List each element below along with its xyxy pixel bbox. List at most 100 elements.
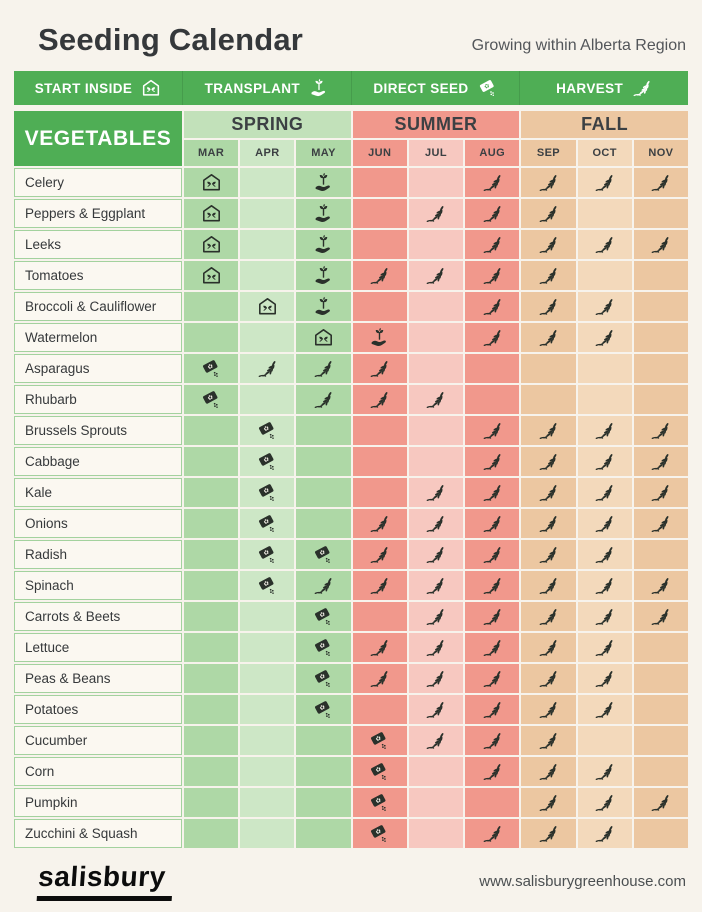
wheat-icon <box>594 668 615 689</box>
calendar-cell <box>633 788 688 817</box>
calendar-cell <box>521 633 576 662</box>
calendar-cell <box>240 230 295 259</box>
calendar-cell <box>521 695 576 724</box>
calendar-cell <box>408 509 464 538</box>
calendar-cell <box>184 540 239 569</box>
month-header-sep: SEP <box>521 140 576 166</box>
hand-seedling-icon <box>313 203 334 224</box>
calendar-cell <box>296 726 351 755</box>
calendar-cell <box>408 292 464 321</box>
wheat-icon <box>425 668 446 689</box>
calendar-cell <box>633 757 688 786</box>
wheat-icon <box>425 606 446 627</box>
wheat-icon <box>482 637 503 658</box>
calendar-cell <box>633 168 688 197</box>
calendar-cell <box>577 261 632 290</box>
calendar-cell <box>240 819 295 848</box>
calendar-cell <box>352 323 407 352</box>
seed-packet-icon <box>313 606 334 627</box>
calendar-cell <box>296 292 351 321</box>
calendar-cell <box>296 447 351 476</box>
calendar-cell <box>521 447 576 476</box>
calendar-cell <box>408 168 464 197</box>
calendar-cell <box>184 602 239 631</box>
wheat-icon <box>632 78 652 98</box>
calendar-cell <box>352 230 407 259</box>
page-footer: salisbury www.salisburygreenhouse.com <box>14 848 688 901</box>
vegetable-name: Leeks <box>14 230 182 259</box>
calendar-cell <box>633 602 688 631</box>
wheat-icon <box>538 699 559 720</box>
calendar-cell <box>521 385 576 414</box>
wheat-icon <box>538 327 559 348</box>
legend-harvest-label: HARVEST <box>556 80 624 96</box>
calendar-cell <box>521 292 576 321</box>
vegetable-name: Cucumber <box>14 726 182 755</box>
calendar-cell <box>577 633 632 662</box>
wheat-icon <box>594 699 615 720</box>
calendar-cell <box>296 385 351 414</box>
wheat-icon <box>482 482 503 503</box>
calendar-cell <box>408 447 464 476</box>
wheat-icon <box>482 203 503 224</box>
calendar-cell <box>296 230 351 259</box>
seed-packet-icon <box>313 699 334 720</box>
wheat-icon <box>482 172 503 193</box>
greenhouse-icon <box>313 327 334 348</box>
calendar-cell <box>408 354 464 383</box>
hand-seedling-icon <box>313 296 334 317</box>
vegetable-name: Lettuce <box>14 633 182 662</box>
calendar-cell <box>521 199 576 228</box>
vegetable-name: Peas & Beans <box>14 664 182 693</box>
calendar-cell <box>633 354 688 383</box>
calendar-cell <box>184 695 239 724</box>
wheat-icon <box>482 544 503 565</box>
wheat-icon <box>594 296 615 317</box>
calendar-cell <box>521 416 576 445</box>
calendar-cell <box>577 354 632 383</box>
wheat-icon <box>594 823 615 844</box>
wheat-icon <box>538 265 559 286</box>
wheat-icon <box>482 420 503 441</box>
calendar-cell <box>296 540 351 569</box>
wheat-icon <box>425 730 446 751</box>
wheat-icon <box>482 513 503 534</box>
calendar-cell <box>352 478 407 507</box>
calendar-cell <box>352 602 407 631</box>
calendar-cell <box>577 726 632 755</box>
calendar-cell <box>465 695 520 724</box>
wheat-icon <box>425 637 446 658</box>
calendar-cell <box>296 323 351 352</box>
calendar-cell <box>465 664 520 693</box>
calendar-cell <box>633 726 688 755</box>
wheat-icon <box>650 575 671 596</box>
wheat-icon <box>425 575 446 596</box>
wheat-icon <box>594 172 615 193</box>
greenhouse-icon <box>201 203 222 224</box>
calendar-cell <box>240 323 295 352</box>
month-header-apr: APR <box>240 140 295 166</box>
calendar-cell <box>521 354 576 383</box>
calendar-cell <box>408 323 464 352</box>
wheat-icon <box>369 544 390 565</box>
calendar-cell <box>408 261 464 290</box>
calendar-cell <box>577 788 632 817</box>
calendar-cell <box>408 478 464 507</box>
calendar-cell <box>184 292 239 321</box>
hand-seedling-icon <box>309 78 329 98</box>
calendar-cell <box>352 168 407 197</box>
wheat-icon <box>482 327 503 348</box>
seed-packet-icon <box>257 575 278 596</box>
calendar-cell <box>296 199 351 228</box>
legend-item-start-inside: START INSIDE <box>14 71 182 105</box>
calendar-cell <box>577 323 632 352</box>
seed-packet-icon <box>257 420 278 441</box>
calendar-cell <box>465 354 520 383</box>
calendar-cell <box>465 230 520 259</box>
calendar-cell <box>633 540 688 569</box>
calendar-cell <box>577 571 632 600</box>
calendar-cell <box>465 199 520 228</box>
calendar-cell <box>521 664 576 693</box>
wheat-icon <box>650 234 671 255</box>
calendar-cell <box>465 633 520 662</box>
